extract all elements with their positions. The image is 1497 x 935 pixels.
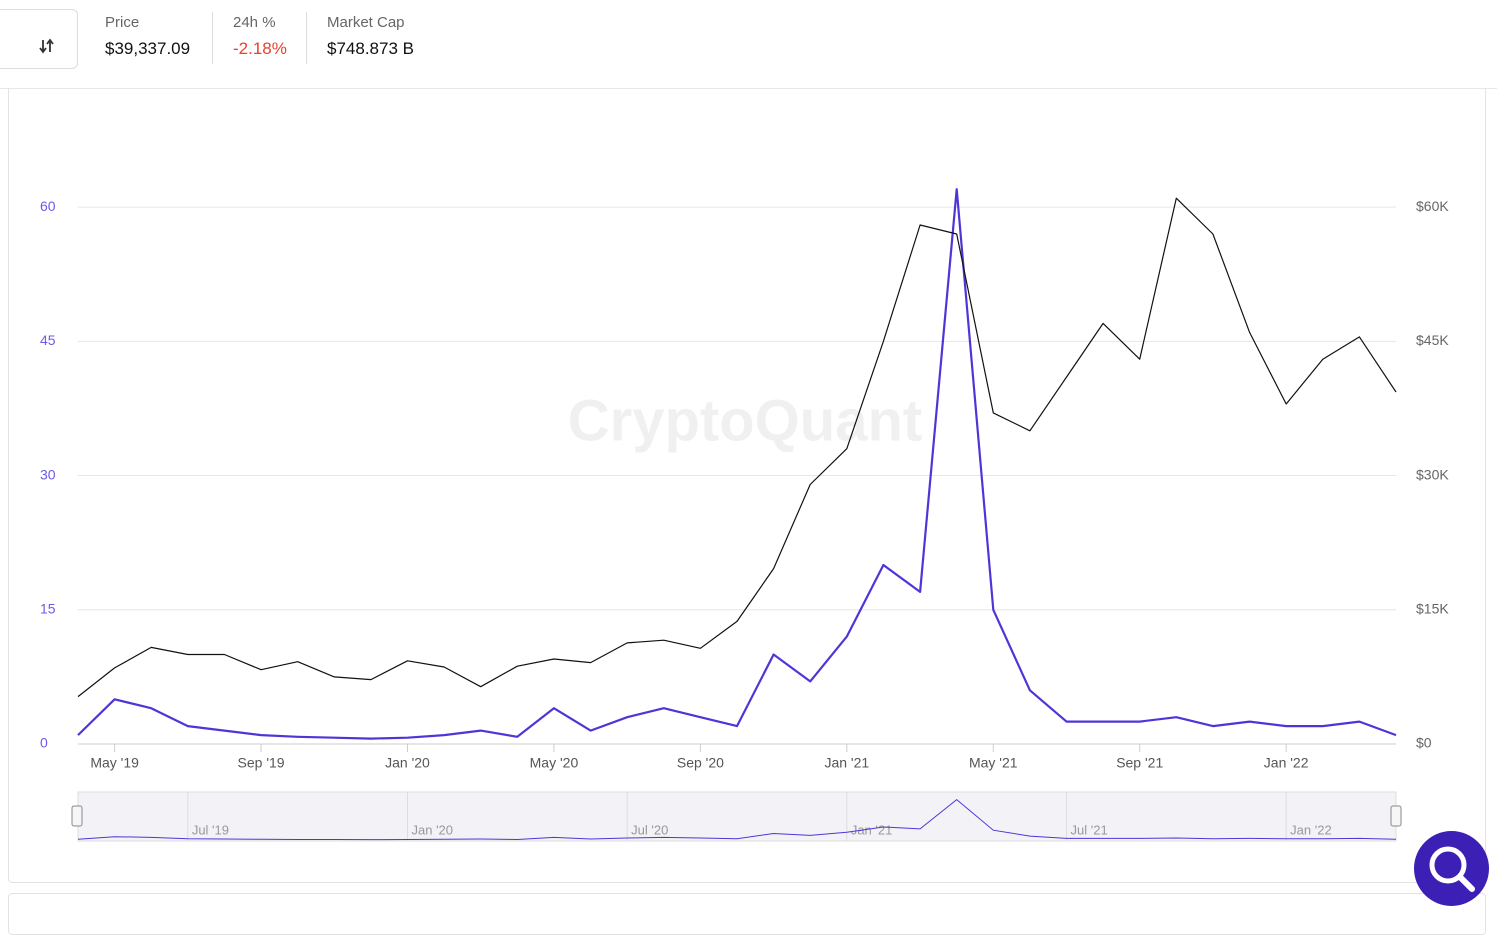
series-line bbox=[77, 197, 1397, 698]
stat-label: Price bbox=[105, 14, 140, 31]
y-tick-label: 15 bbox=[40, 600, 56, 616]
navigator-line bbox=[77, 798, 1397, 841]
x-tick-label: May '19 bbox=[90, 755, 139, 771]
x-tick-label: Jan '21 bbox=[824, 755, 869, 771]
y2-tick-label: $45K bbox=[1416, 332, 1449, 348]
y-tick-label: 0 bbox=[40, 735, 48, 751]
watermark: CryptoQuant bbox=[568, 388, 922, 453]
y-tick-label: 45 bbox=[40, 332, 56, 348]
stat-label: 24h % bbox=[233, 14, 276, 31]
x-tick-label: Sep '19 bbox=[238, 755, 285, 771]
stat: Price $39,337.09 bbox=[105, 14, 190, 59]
chart-card bbox=[8, 88, 1486, 883]
x-tick-label: Sep '21 bbox=[1116, 755, 1163, 771]
separator bbox=[212, 12, 213, 64]
navigator-handle[interactable] bbox=[71, 805, 83, 827]
chart: CryptoQuant 0 15 30 45 60 $0 $15K $30K $45K $60K M… bbox=[40, 188, 1449, 842]
x-tick-label: Sep '20 bbox=[677, 755, 724, 771]
y-tick-label: 60 bbox=[40, 198, 56, 214]
y2-tick-label: $30K bbox=[1416, 466, 1449, 482]
navigator-tick-label: Jul '21 bbox=[1071, 822, 1108, 837]
navigator[interactable] bbox=[77, 791, 1397, 842]
stat-label: Market Cap bbox=[327, 14, 405, 31]
search-button[interactable] bbox=[1414, 831, 1489, 906]
navigator-tick-label: Jan '21 bbox=[851, 822, 893, 837]
separator bbox=[306, 12, 307, 64]
x-tick-label: May '20 bbox=[530, 755, 579, 771]
stat-value: -2.18% bbox=[233, 39, 287, 58]
y2-tick-label: $15K bbox=[1416, 600, 1449, 616]
swap-icon bbox=[39, 38, 54, 54]
x-tick-label: May '21 bbox=[969, 755, 1018, 771]
stat: Market Cap $748.873 B bbox=[327, 14, 414, 59]
y2-tick-label: $60K bbox=[1416, 198, 1449, 214]
divider bbox=[0, 88, 1497, 89]
swap-button[interactable] bbox=[0, 9, 78, 69]
navigator-tick-label: Jul '20 bbox=[631, 822, 668, 837]
series-line bbox=[77, 188, 1397, 740]
navigator-tick-label: Jan '22 bbox=[1290, 822, 1332, 837]
navigator-tick-label: Jul '19 bbox=[192, 822, 229, 837]
navigator-tick-label: Jan '20 bbox=[412, 822, 454, 837]
stat-value: $39,337.09 bbox=[105, 39, 191, 58]
y2-tick-label: $0 bbox=[1416, 735, 1432, 751]
stat: 24h % -2.18% bbox=[233, 14, 287, 59]
x-tick-label: Jan '22 bbox=[1264, 755, 1309, 771]
search-icon bbox=[1429, 846, 1475, 892]
stat-value: $748.873 B bbox=[327, 39, 414, 58]
y-tick-label: 30 bbox=[40, 466, 56, 482]
page: Price $39,337.09 24h % -2.18% Market Cap $7… bbox=[0, 9, 1497, 935]
navigator-handle[interactable] bbox=[1390, 805, 1402, 827]
x-tick-label: Jan '20 bbox=[385, 755, 430, 771]
